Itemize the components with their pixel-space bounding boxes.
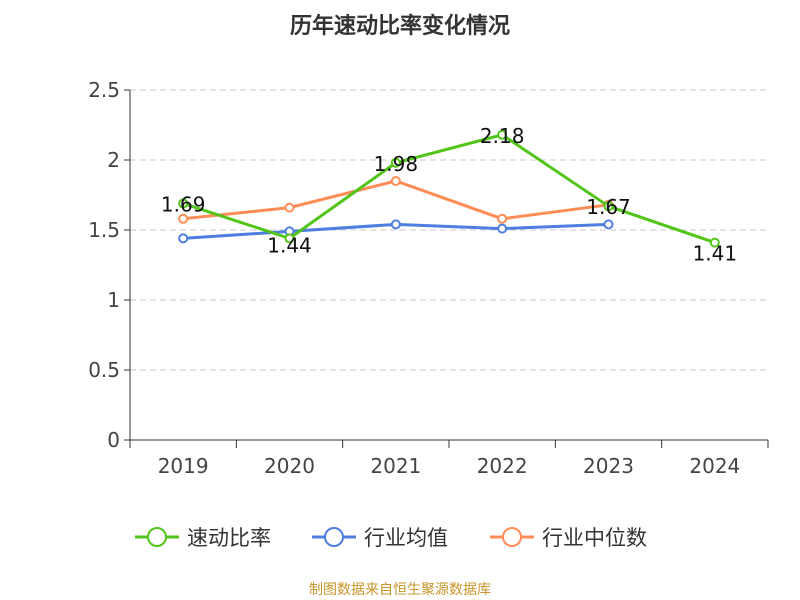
- series-line: [182, 133, 716, 245]
- x-tick-label: 2024: [689, 454, 740, 478]
- data-point: [178, 213, 189, 224]
- data-label: 1.67: [586, 195, 631, 219]
- data-point: [603, 201, 614, 212]
- series-line: [183, 179, 609, 221]
- x-tick-label: 2023: [583, 454, 634, 478]
- data-point: [390, 219, 401, 230]
- data-label: 1.69: [161, 192, 206, 216]
- y-tick-label: 0.5: [88, 358, 120, 382]
- legend-marker: [147, 527, 167, 547]
- legend-marker: [502, 527, 522, 547]
- data-point: [390, 176, 401, 186]
- legend-label: 速动比率: [187, 526, 271, 550]
- x-tick-label: 2020: [264, 454, 315, 478]
- data-label: 1.41: [693, 242, 738, 266]
- data-point: [497, 213, 508, 224]
- legend-label: 行业中位数: [542, 526, 647, 550]
- data-point: [284, 202, 295, 213]
- legend-label: 行业均值: [364, 526, 448, 550]
- x-tick-label: 2019: [158, 454, 209, 478]
- data-point: [709, 237, 720, 248]
- y-tick-label: 1: [107, 288, 120, 312]
- y-tick-label: 2: [107, 148, 120, 172]
- data-label: 1.44: [267, 233, 312, 257]
- y-tick-label: 1.5: [88, 218, 120, 242]
- data-point: [497, 223, 508, 234]
- data-point: [178, 233, 189, 244]
- y-tick-label: 0: [107, 428, 120, 452]
- chart-title: 历年速动比率变化情况: [290, 13, 510, 39]
- y-tick-label: 2.5: [88, 78, 120, 102]
- data-point: [603, 219, 614, 230]
- data-point: [390, 157, 401, 168]
- data-label: 2.18: [480, 124, 525, 148]
- data-label: 1.98: [374, 152, 419, 176]
- x-tick-label: 2021: [370, 454, 421, 478]
- source-note: 制图数据来自恒生聚源数据库: [309, 582, 491, 598]
- data-point: [178, 198, 189, 209]
- data-point: [497, 129, 508, 140]
- legend-marker: [324, 527, 344, 547]
- data-point: [284, 233, 295, 244]
- x-tick-label: 2022: [477, 454, 528, 478]
